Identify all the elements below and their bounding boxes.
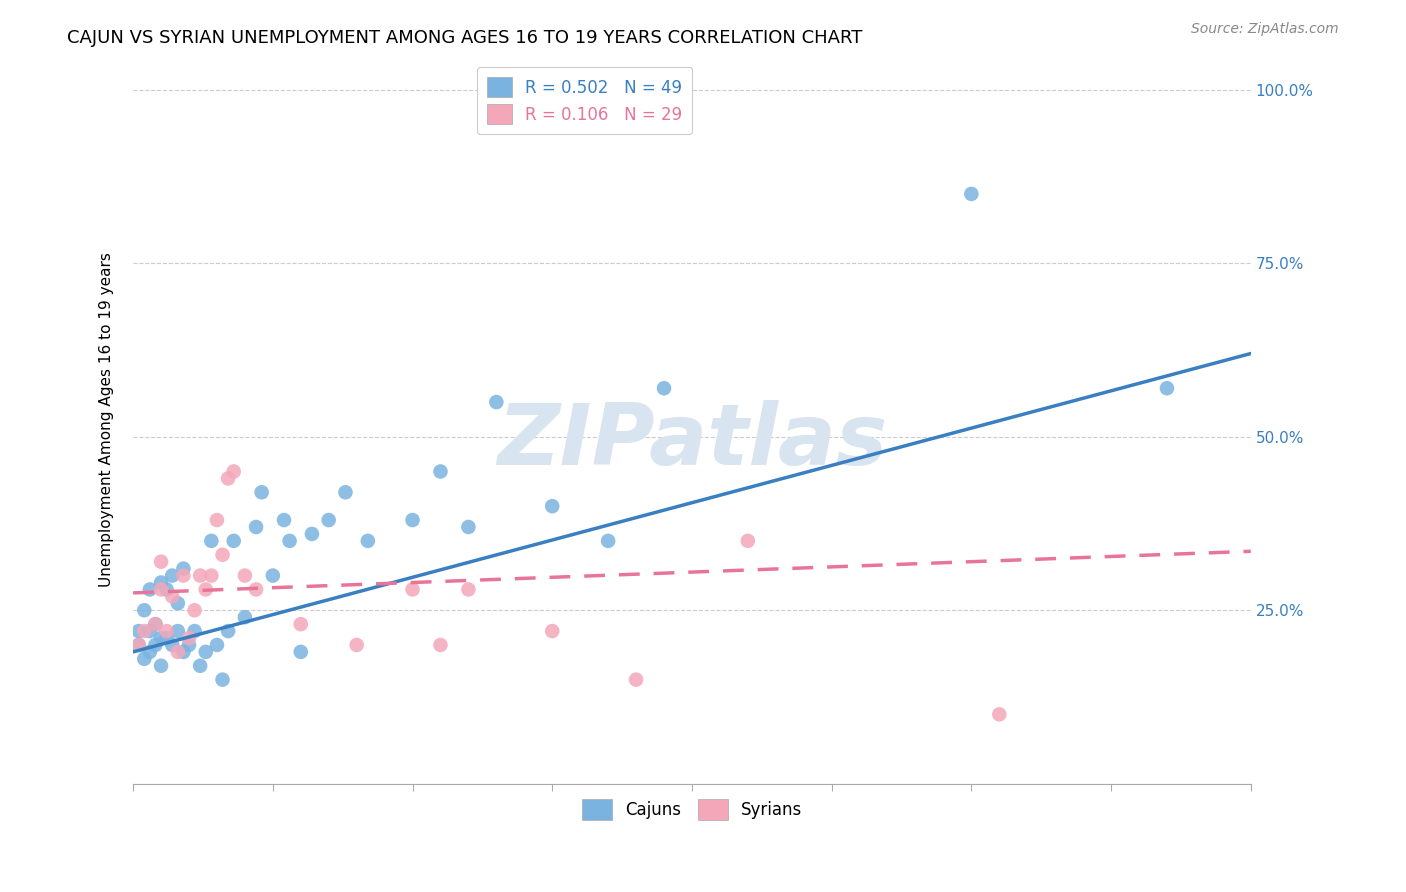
Point — [211, 673, 233, 687]
Point — [335, 485, 357, 500]
Point — [273, 513, 295, 527]
Point — [457, 520, 479, 534]
Point — [150, 582, 173, 597]
Point — [128, 638, 150, 652]
Point — [217, 471, 239, 485]
Legend: Cajuns, Syrians: Cajuns, Syrians — [575, 793, 808, 826]
Point — [134, 652, 156, 666]
Point — [128, 638, 150, 652]
Y-axis label: Unemployment Among Ages 16 to 19 years: Unemployment Among Ages 16 to 19 years — [100, 252, 114, 587]
Point — [233, 568, 256, 582]
Point — [128, 624, 150, 638]
Point — [988, 707, 1011, 722]
Point — [160, 590, 183, 604]
Point — [156, 631, 179, 645]
Point — [188, 568, 211, 582]
Point — [301, 527, 323, 541]
Point — [960, 186, 983, 201]
Point — [134, 624, 156, 638]
Point — [172, 561, 194, 575]
Point — [250, 485, 273, 500]
Point — [134, 603, 156, 617]
Point — [172, 645, 194, 659]
Point — [194, 582, 217, 597]
Point — [150, 658, 173, 673]
Text: Source: ZipAtlas.com: Source: ZipAtlas.com — [1191, 22, 1339, 37]
Point — [150, 575, 173, 590]
Point — [200, 568, 222, 582]
Point — [160, 638, 183, 652]
Point — [172, 568, 194, 582]
Point — [200, 533, 222, 548]
Point — [150, 555, 173, 569]
Point — [346, 638, 368, 652]
Point — [139, 582, 162, 597]
Point — [211, 548, 233, 562]
Point — [139, 645, 162, 659]
Point — [183, 624, 205, 638]
Point — [177, 638, 200, 652]
Point — [598, 533, 620, 548]
Point — [222, 533, 245, 548]
Point — [222, 465, 245, 479]
Point — [485, 395, 508, 409]
Point — [401, 513, 423, 527]
Point — [166, 596, 188, 610]
Point — [217, 624, 239, 638]
Point — [188, 658, 211, 673]
Point — [156, 582, 179, 597]
Text: ZIPatlas: ZIPatlas — [496, 400, 887, 483]
Point — [1156, 381, 1178, 395]
Point — [194, 645, 217, 659]
Point — [160, 568, 183, 582]
Point — [245, 520, 267, 534]
Text: CAJUN VS SYRIAN UNEMPLOYMENT AMONG AGES 16 TO 19 YEARS CORRELATION CHART: CAJUN VS SYRIAN UNEMPLOYMENT AMONG AGES … — [67, 29, 863, 46]
Point — [139, 624, 162, 638]
Point — [737, 533, 759, 548]
Point — [541, 499, 564, 513]
Point — [183, 603, 205, 617]
Point — [652, 381, 675, 395]
Point — [290, 617, 312, 632]
Point — [156, 624, 179, 638]
Point — [145, 638, 167, 652]
Point — [624, 673, 647, 687]
Point — [205, 513, 228, 527]
Point — [145, 617, 167, 632]
Point — [429, 465, 451, 479]
Point — [278, 533, 301, 548]
Point — [177, 631, 200, 645]
Point — [262, 568, 284, 582]
Point — [233, 610, 256, 624]
Point — [290, 645, 312, 659]
Point — [145, 617, 167, 632]
Point — [150, 631, 173, 645]
Point — [429, 638, 451, 652]
Point — [318, 513, 340, 527]
Point — [245, 582, 267, 597]
Point — [541, 624, 564, 638]
Point — [401, 582, 423, 597]
Point — [205, 638, 228, 652]
Point — [457, 582, 479, 597]
Point — [357, 533, 380, 548]
Point — [166, 624, 188, 638]
Point — [166, 645, 188, 659]
